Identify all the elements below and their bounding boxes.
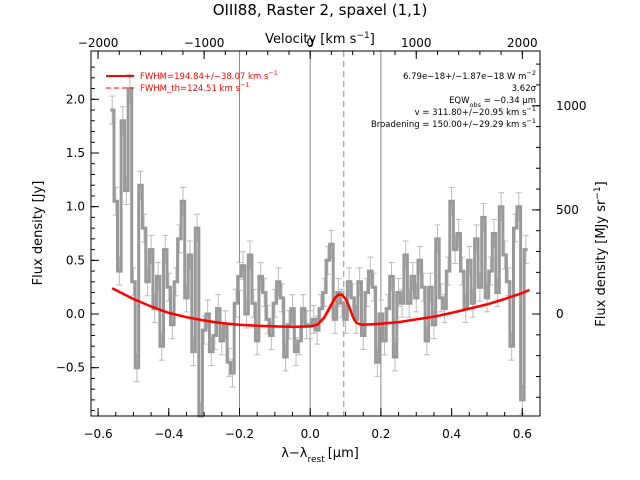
top-tick-label: −1000 (184, 36, 225, 50)
y-tick-label: 0.0 (66, 307, 85, 321)
chart-title: OIII88, Raster 2, spaxel (1,1) (213, 1, 428, 19)
x-tick-label: −0.6 (84, 427, 113, 441)
annotation-eqw: EQWobs = −0.34 μm (449, 96, 536, 109)
x-tick-label: 0.4 (442, 427, 461, 441)
annotation-broadening: Broadening = 150.00+/−29.29 km s−1 (371, 117, 536, 130)
top-tick-label: −2000 (78, 36, 119, 50)
right-flux-axis: 1000 500 0 (532, 63, 587, 398)
annotation-line-flux: 6.79e−18+/−1.87e−18 W m−2 (403, 69, 536, 82)
y-tick-label: −0.5 (56, 361, 85, 375)
spectrum-line (110, 87, 528, 418)
reference-lines (238, 51, 382, 416)
x-tick-label: 0.0 (301, 427, 320, 441)
y-tick-label: 1.5 (66, 146, 85, 160)
top-tick-label: 0 (306, 36, 314, 50)
y-axis: 2.0 1.5 1.0 0.5 0.0 −0.5 (56, 66, 99, 412)
x-tick-label: −0.4 (154, 427, 183, 441)
right-axis-title: Flux density [MJy sr−1] (593, 181, 609, 326)
y-axis-title: Flux density [Jy] (31, 181, 46, 286)
legend-label-fwhm: FWHM=194.84+/−38.07 km s−1 (140, 69, 278, 82)
fit-annotations: 6.79e−18+/−1.87e−18 W m−2 3.62σ EQWobs =… (371, 69, 537, 130)
legend: FWHM=194.84+/−38.07 km s−1 FWHM_th=124.5… (106, 69, 278, 94)
fit-line (111, 287, 530, 329)
y-tick-label: 2.0 (66, 92, 85, 106)
top-tick-label: 2000 (507, 36, 538, 50)
x-tick-label: 0.6 (513, 427, 532, 441)
legend-label-fwhm-th: FWHM_th=124.51 km s−1 (140, 81, 249, 94)
top-tick-label: 1000 (401, 36, 432, 50)
top-velocity-axis: −2000 −1000 0 1000 2000 (78, 36, 538, 59)
right-tick-label: 0 (556, 307, 564, 321)
right-tick-label: 500 (556, 203, 579, 217)
annotation-significance: 3.62σ (512, 84, 537, 94)
x-axis-title: λ−λrest [μm] (281, 446, 359, 465)
top-axis-title: Velocity [km s−1] (265, 31, 375, 47)
x-axis: −0.6 −0.4 −0.2 0.0 0.2 0.4 0.6 (84, 408, 532, 441)
x-tick-label: −0.2 (225, 427, 254, 441)
annotation-velocity: v = 311.80+/−20.95 km s−1 (415, 105, 536, 118)
plot-frame (90, 50, 541, 417)
y-tick-label: 0.5 (66, 253, 85, 267)
x-tick-label: 0.2 (371, 427, 390, 441)
right-tick-label: 1000 (556, 99, 587, 113)
y-tick-label: 1.0 (66, 200, 85, 214)
